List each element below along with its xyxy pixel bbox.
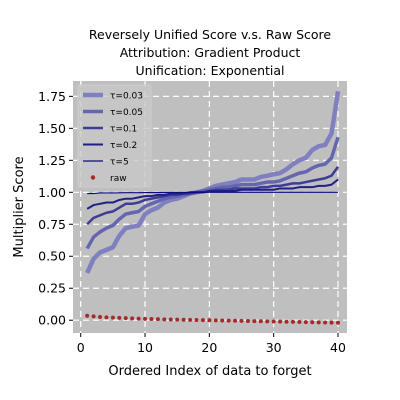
legend-marker: [90, 175, 96, 180]
x-tick-label: 0: [77, 340, 85, 355]
legend-label: raw: [110, 174, 127, 184]
series-line: [85, 90, 341, 274]
raw-point: [252, 319, 257, 324]
raw-point: [181, 317, 186, 322]
raw-point: [310, 320, 315, 325]
raw-point: [130, 316, 135, 321]
raw-point: [155, 317, 160, 322]
raw-point: [323, 320, 328, 325]
raw-point: [258, 319, 263, 324]
raw-point: [200, 318, 205, 323]
chart-title-line: Reversely Unified Score v.s. Raw Score: [89, 27, 332, 42]
raw-point: [316, 320, 321, 325]
legend-label: τ=0.05: [110, 108, 143, 118]
raw-point: [284, 319, 289, 324]
raw-point: [245, 318, 250, 323]
raw-point: [91, 314, 96, 319]
raw-point: [239, 318, 244, 323]
y-tick-label: 1.00: [38, 185, 66, 200]
y-tick-label: 1.75: [38, 89, 66, 104]
y-tick-label: 0.50: [38, 249, 66, 264]
legend-label: τ=0.2: [110, 141, 137, 151]
x-tick-label: 20: [201, 340, 217, 355]
raw-point: [329, 320, 334, 325]
y-tick-label: 1.25: [38, 153, 66, 168]
raw-point: [110, 315, 115, 320]
raw-point: [175, 317, 180, 322]
x-tick-label: 30: [266, 340, 282, 355]
x-axis-label: Ordered Index of data to forget: [108, 364, 311, 379]
y-tick-label: 1.50: [38, 121, 66, 136]
raw-point: [290, 319, 295, 324]
raw-point: [136, 316, 141, 321]
raw-point: [271, 319, 276, 324]
raw-point: [168, 317, 173, 322]
raw-point: [213, 318, 218, 323]
y-tick-label: 0.00: [38, 313, 66, 328]
raw-point: [303, 320, 308, 325]
raw-point: [265, 319, 270, 324]
series-line: [87, 191, 338, 195]
series-line: [85, 136, 340, 250]
legend-label: τ=0.03: [110, 92, 143, 102]
raw-point: [278, 319, 283, 324]
raw-point: [207, 318, 212, 323]
raw-point: [104, 315, 109, 320]
x-tick-label: 10: [137, 340, 153, 355]
chart-title-line: Attribution: Gradient Product: [120, 45, 301, 60]
raw-point: [149, 317, 154, 322]
raw-point: [297, 319, 302, 324]
raw-point: [143, 316, 148, 321]
raw-point: [226, 318, 231, 323]
raw-point: [123, 316, 128, 321]
raw-point: [188, 317, 193, 322]
raw-point: [233, 318, 238, 323]
x-tick-label: 40: [330, 340, 346, 355]
raw-point: [220, 318, 225, 323]
raw-point: [194, 317, 199, 322]
y-axis-label: Multiplier Score: [12, 156, 27, 257]
y-tick-label: 0.25: [38, 281, 66, 296]
y-tick-label: 0.75: [38, 217, 66, 232]
series-line: [86, 178, 339, 210]
legend-label: τ=0.1: [110, 125, 137, 135]
raw-point: [162, 317, 167, 322]
chart-title-line: Unification: Exponential: [136, 63, 285, 78]
raw-point: [117, 315, 122, 320]
raw-point: [335, 320, 340, 325]
raw-point: [85, 313, 90, 318]
raw-point: [98, 315, 103, 320]
legend-label: τ=5: [110, 158, 129, 168]
